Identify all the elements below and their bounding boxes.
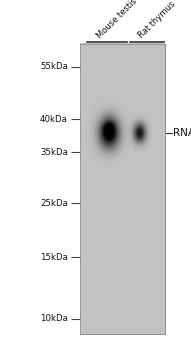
Text: RNASEH1: RNASEH1 [173,128,191,138]
Text: 15kDa: 15kDa [40,253,68,262]
Bar [80,44,165,334]
Bar [80,44,165,334]
Text: 25kDa: 25kDa [40,198,68,208]
Text: Mouse testis: Mouse testis [95,0,139,40]
Text: 40kDa: 40kDa [40,114,68,124]
Text: Rat thymus: Rat thymus [137,0,177,40]
Text: 35kDa: 35kDa [40,148,68,157]
Text: 55kDa: 55kDa [40,62,68,71]
Text: 10kDa: 10kDa [40,314,68,323]
